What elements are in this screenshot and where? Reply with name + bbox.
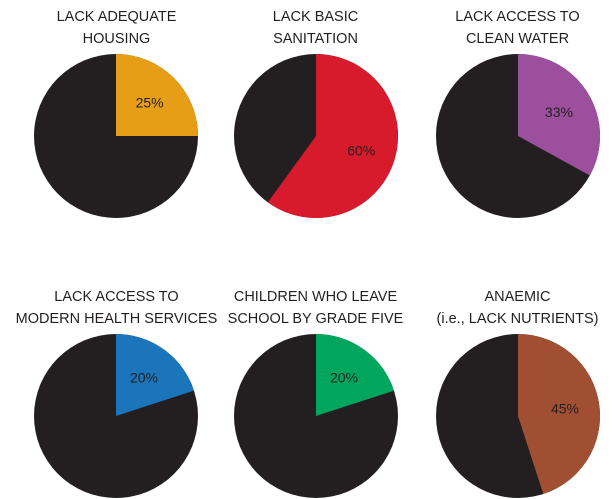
- chart-title: LACK ADEQUATE HOUSING: [14, 6, 219, 50]
- title-line-2: HOUSING: [82, 31, 151, 47]
- pie-data-label: 20%: [130, 370, 158, 386]
- pie-1: 25%: [34, 54, 198, 218]
- pie-slice-value: [518, 334, 600, 494]
- title-line-2: (i.e., LACK NUTRIENTS): [436, 311, 599, 327]
- chart-title: LACK ACCESS TO CLEAN WATER: [415, 6, 614, 50]
- title-line-1: ANAEMIC: [484, 289, 551, 305]
- title-line-1: CHILDREN WHO LEAVE: [233, 289, 398, 305]
- title-line-2: SCHOOL BY GRADE FIVE: [227, 311, 404, 327]
- pie-slice-value: [116, 54, 198, 136]
- pie-slice-value: [267, 54, 398, 219]
- pie-slice-value: [518, 54, 600, 176]
- chart-title: LACK BASIC SANITATION: [213, 6, 418, 50]
- title-line-1: LACK BASIC: [272, 9, 359, 25]
- pie-3: 33%: [436, 54, 600, 218]
- pie-6: 45%: [436, 334, 600, 498]
- pie-2: 60%: [234, 54, 398, 219]
- title-line-2: MODERN HEALTH SERVICES: [15, 311, 218, 327]
- chart-title: LACK ACCESS TO MODERN HEALTH SERVICES: [14, 286, 219, 330]
- pie-slice-value: [316, 334, 394, 416]
- title-line-2: CLEAN WATER: [465, 31, 570, 47]
- title-line-2: SANITATION: [273, 31, 358, 47]
- chart-title: ANAEMIC (i.e., LACK NUTRIENTS): [415, 286, 614, 330]
- pie-5: 20%: [234, 334, 398, 498]
- pie-data-label: 33%: [545, 104, 573, 120]
- pie-data-label: 25%: [136, 94, 164, 110]
- title-line-1: LACK ACCESS TO: [54, 289, 179, 305]
- pie-data-label: 20%: [330, 370, 358, 386]
- pie-data-label: 45%: [551, 401, 579, 417]
- title-line-1: LACK ADEQUATE: [56, 9, 177, 25]
- pie-data-label: 60%: [347, 143, 375, 159]
- pie-4: 20%: [34, 334, 198, 498]
- title-line-1: LACK ACCESS TO: [455, 9, 580, 25]
- pie-slice-value: [116, 334, 194, 416]
- chart-title: CHILDREN WHO LEAVE SCHOOL BY GRADE FIVE: [213, 286, 418, 330]
